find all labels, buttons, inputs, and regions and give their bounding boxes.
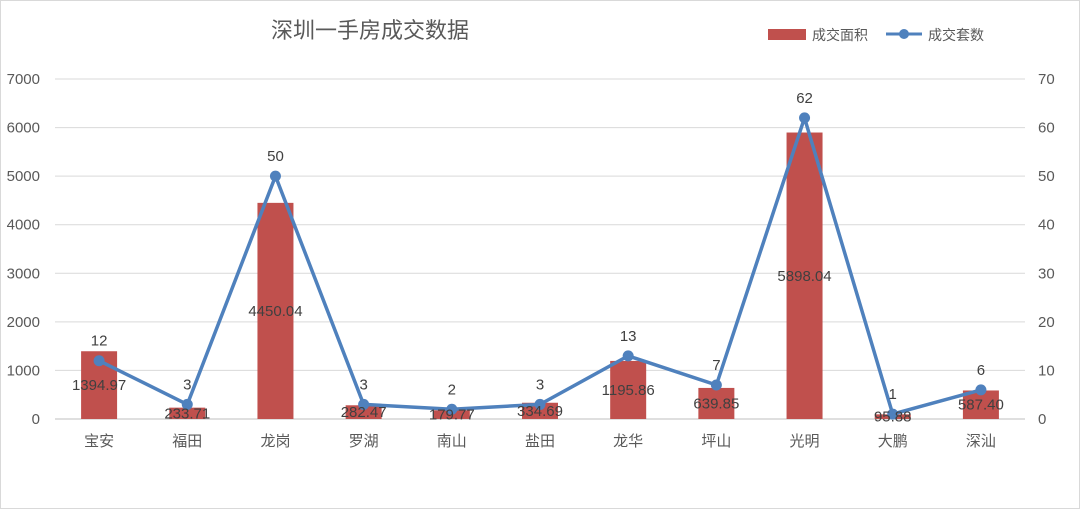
point-福田 (181, 398, 193, 410)
y-tick-right-label: 10 (1038, 362, 1055, 379)
y-axis-right-ticks: 0 10 20 30 40 50 60 70 (1038, 71, 1055, 428)
y-tick-left-label: 6000 (7, 120, 40, 137)
x-tick-label: 南山 (437, 432, 467, 450)
y-tick-right-label: 20 (1038, 314, 1055, 331)
y-tick-right-label: 70 (1038, 71, 1055, 88)
x-tick-label: 深汕 (966, 432, 996, 450)
data-label-area: 587.40 (958, 397, 1004, 414)
point-深汕 (975, 384, 987, 396)
x-tick-label: 盐田 (525, 432, 555, 450)
y-tick-left-label: 4000 (7, 217, 40, 234)
bar-光明 (786, 132, 823, 419)
data-label-count: 1 (889, 386, 897, 403)
data-label-area: 4450.04 (248, 303, 302, 320)
y-tick-left-label: 7000 (7, 71, 40, 88)
data-label-count: 50 (267, 148, 284, 165)
x-axis-categories: 宝安 福田 龙岗 罗湖 南山 盐田 龙华 坪山 光明 大鹏 深汕 (84, 432, 996, 450)
point-宝安 (93, 355, 105, 367)
data-label-count: 2 (448, 381, 456, 398)
point-盐田 (534, 398, 546, 410)
data-label-count: 6 (977, 362, 985, 379)
data-label-area: 639.85 (693, 395, 739, 412)
legend-swatch-area (768, 29, 806, 40)
point-大鹏 (887, 408, 899, 420)
legend-marker-count (899, 29, 909, 39)
y-axis-left-ticks: 0 1000 2000 3000 4000 5000 6000 7000 (7, 71, 40, 428)
y-tick-left-label: 5000 (7, 168, 40, 185)
legend: 成交面积 成交套数 (768, 27, 984, 44)
y-tick-left-label: 0 (32, 411, 40, 428)
x-tick-label: 龙岗 (260, 432, 290, 450)
point-南山 (446, 403, 458, 415)
bar-坪山 (698, 387, 735, 419)
data-label-count: 12 (91, 333, 108, 350)
chart-title: 深圳一手房成交数据 (271, 19, 469, 44)
point-罗湖 (358, 398, 370, 410)
bar-龙华 (610, 360, 647, 419)
y-tick-right-label: 40 (1038, 217, 1055, 234)
data-label-count: 3 (183, 376, 191, 393)
data-label-area: 1394.97 (72, 377, 126, 394)
data-label-area: 179.77 (429, 407, 475, 424)
data-label-area: 282.47 (341, 404, 387, 421)
legend-label-count: 成交套数 (928, 27, 984, 44)
y-tick-right-label: 60 (1038, 120, 1055, 137)
point-坪山 (710, 379, 722, 391)
y-tick-right-label: 50 (1038, 168, 1055, 185)
data-label-count: 3 (359, 376, 367, 393)
x-tick-label: 福田 (172, 432, 202, 450)
data-label-area: 95.88 (874, 409, 912, 426)
y-tick-right-label: 0 (1038, 411, 1046, 428)
bar-罗湖 (345, 405, 382, 419)
point-光明 (799, 112, 811, 124)
bar-盐田 (522, 402, 558, 419)
data-label-area: 5898.04 (777, 268, 831, 285)
x-tick-label: 宝安 (84, 432, 114, 450)
data-label-area: 233.71 (164, 405, 210, 422)
point-龙华 (622, 350, 634, 362)
gridlines (55, 78, 1025, 420)
x-tick-label: 龙华 (613, 432, 643, 450)
y-tick-left-label: 1000 (7, 362, 40, 379)
point-龙岗 (269, 170, 281, 182)
data-label-count: 7 (712, 357, 720, 374)
line-series-count (93, 112, 987, 420)
data-label-count: 3 (536, 376, 544, 393)
data-label-count: 13 (620, 328, 637, 345)
y-tick-left-label: 3000 (7, 265, 40, 282)
x-tick-label: 坪山 (701, 432, 731, 450)
y-tick-right-label: 30 (1038, 265, 1055, 282)
bar-福田 (169, 407, 206, 419)
data-label-count: 62 (796, 90, 813, 107)
data-label-area: 334.69 (517, 403, 563, 420)
x-tick-label: 光明 (790, 432, 820, 450)
legend-label-area: 成交面积 (812, 27, 868, 44)
data-label-area: 1195.86 (602, 382, 655, 399)
bar-龙岗 (257, 202, 294, 419)
y-tick-left-label: 2000 (7, 314, 40, 331)
line-path-count (98, 116, 982, 416)
x-tick-label: 罗湖 (349, 432, 379, 450)
x-tick-label: 大鹏 (878, 432, 908, 450)
bars-series-area (81, 132, 999, 419)
